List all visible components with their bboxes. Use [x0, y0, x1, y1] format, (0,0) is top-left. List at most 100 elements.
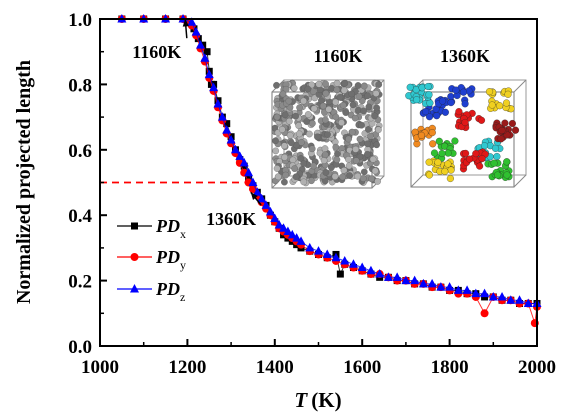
data-point	[331, 252, 341, 262]
data-point	[418, 278, 428, 288]
particle	[345, 135, 352, 143]
data-point	[348, 259, 358, 268]
data-point	[427, 278, 437, 288]
particle	[292, 173, 300, 181]
ticks-layer: 1000 1200 1400 1600 1800 2000 0.0 0.2 0.4 0.6 0.8 1…	[68, 10, 556, 378]
x-tick-label: 1200	[168, 357, 206, 378]
x-tick-label: 2000	[518, 357, 556, 378]
data-point	[200, 53, 210, 62]
particle	[352, 157, 360, 165]
data-point	[209, 82, 219, 92]
particle	[459, 88, 468, 96]
data-point	[292, 233, 302, 242]
data-point	[230, 144, 240, 154]
particle	[369, 155, 377, 163]
particle	[360, 82, 368, 90]
particle	[446, 174, 454, 183]
data-point	[191, 27, 201, 36]
annotation-arrow-head	[250, 192, 258, 200]
particle	[490, 159, 498, 167]
particle	[412, 86, 420, 94]
particle	[367, 132, 374, 140]
particle	[461, 100, 469, 108]
x-axis-label-variable: T	[294, 388, 308, 412]
particle	[375, 126, 382, 134]
particle	[371, 112, 378, 120]
particle	[477, 116, 486, 124]
legend-label-main: PD	[155, 216, 180, 236]
particle	[356, 135, 364, 143]
particle	[310, 162, 317, 170]
particle	[341, 79, 349, 87]
particle	[315, 80, 323, 88]
data-point	[204, 69, 214, 79]
particle	[285, 117, 293, 125]
particle	[334, 150, 341, 158]
particle	[447, 92, 455, 101]
data-point	[223, 120, 231, 128]
data-point	[392, 272, 402, 281]
x-axis-label-unit: (K)	[311, 388, 341, 412]
particle	[333, 79, 341, 87]
particle	[338, 119, 345, 126]
cube-edge	[513, 79, 527, 93]
particle	[282, 85, 290, 93]
particle	[345, 156, 352, 163]
particle	[278, 126, 286, 133]
particle	[289, 156, 297, 164]
particle	[319, 102, 327, 110]
particle	[339, 173, 346, 181]
particle	[417, 131, 426, 139]
data-point	[261, 200, 271, 209]
particle	[274, 173, 282, 181]
particle	[371, 167, 379, 175]
x-tick-label: 1000	[81, 357, 119, 378]
data-point	[235, 151, 245, 160]
data-point	[480, 288, 490, 298]
annotation-label: 1360K	[206, 209, 256, 229]
particle	[339, 101, 347, 109]
particle	[364, 140, 371, 148]
legend-marker	[130, 253, 139, 261]
particle	[375, 81, 383, 88]
legend-label-subscript: z	[180, 290, 185, 304]
data-point	[196, 40, 206, 49]
particle	[491, 144, 500, 152]
data-point	[222, 125, 232, 134]
particle	[455, 108, 463, 116]
particle	[322, 116, 329, 124]
particle	[332, 98, 339, 106]
particle	[354, 172, 362, 180]
data-point	[436, 282, 446, 291]
particle	[497, 135, 505, 143]
particle	[285, 97, 293, 105]
y-tick-label: 1.0	[68, 10, 92, 31]
particle	[466, 155, 474, 163]
data-point	[217, 112, 227, 121]
legend-label-main: PD	[155, 279, 180, 299]
particle	[303, 118, 311, 125]
data-point	[270, 213, 280, 222]
particle	[295, 122, 303, 129]
data-point	[213, 99, 223, 108]
particle	[422, 108, 430, 116]
particle	[508, 119, 516, 128]
particle	[364, 150, 371, 158]
data-point	[340, 255, 350, 265]
particle	[438, 149, 446, 158]
particle	[291, 165, 298, 172]
particle	[325, 105, 333, 113]
particle	[503, 158, 511, 166]
particle	[485, 88, 494, 96]
particle	[478, 155, 486, 163]
particle	[447, 166, 455, 174]
particle	[358, 121, 365, 129]
cube-edge	[410, 174, 424, 188]
data-point	[336, 270, 344, 278]
data-point	[523, 298, 533, 307]
particle	[321, 145, 329, 152]
particle	[373, 141, 380, 149]
particle	[365, 103, 373, 111]
particle	[300, 97, 307, 105]
